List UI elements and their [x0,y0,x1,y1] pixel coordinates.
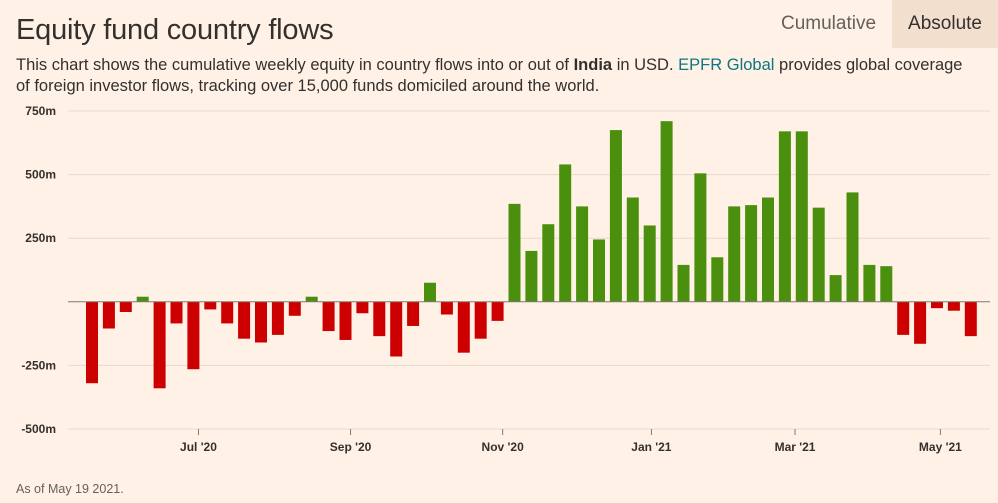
bar [660,121,673,302]
bar [609,130,622,302]
x-tick-label: Mar '21 [775,440,816,454]
bar [863,264,876,302]
bar [846,192,859,302]
bar [593,239,605,302]
bar [204,301,217,310]
chart-title: Equity fund country flows [16,14,334,46]
bar [829,275,842,302]
bar [424,282,436,302]
bar [457,301,470,353]
cumulative-button[interactable]: Cumulative [781,13,877,34]
y-tick-label: -500m [21,422,56,436]
subtitle-text-after: provides global coverage of foreign inve… [16,56,963,95]
bar [745,205,758,302]
bar [491,301,504,321]
y-tick-label: 250m [25,231,56,245]
source-link[interactable]: EPFR Global [678,56,775,74]
footnote: As of May 19 2021. [16,482,124,496]
bar [356,301,369,314]
bar [339,301,352,340]
subtitle-text-before: This chart shows the cumulative weekly e… [16,56,574,74]
bar [576,206,589,302]
bar [795,131,808,302]
bar [288,301,301,316]
bar [136,296,149,302]
bar [322,301,335,332]
y-tick-label: -250m [21,358,56,372]
bar [407,301,420,326]
bar [221,301,234,324]
bar [508,203,521,302]
bar [897,301,910,335]
bar [238,301,251,339]
x-tick-label: Jan '21 [631,440,672,454]
x-tick-label: May '21 [919,440,962,454]
bar-chart: 750m 500m 250m -250m -500m Jul '20 Sep '20 Nov … [21,104,990,454]
bar [931,301,943,309]
bar [305,296,318,302]
bar [271,301,284,335]
bar [728,206,741,302]
bar [86,301,98,384]
bar [914,301,927,344]
y-tick-label: 750m [25,104,56,118]
y-tick-label: 500m [25,168,56,182]
bar [880,266,893,302]
bar [559,164,572,302]
subtitle-text-middle: in USD. [612,56,679,74]
subtitle-country: India [573,56,613,74]
x-tick-label: Nov '20 [482,440,525,454]
bar [812,207,825,302]
bar [170,301,183,324]
x-tick-label: Sep '20 [330,440,372,454]
bar [440,301,453,315]
bar [187,301,200,370]
bar [694,173,707,302]
bar [542,224,555,302]
bar [947,301,960,311]
bar [373,301,386,337]
bar [153,301,166,389]
bar [778,131,791,302]
bar [762,197,774,302]
bar [677,264,690,302]
bar [626,197,639,302]
bar [711,257,724,302]
bar [119,301,132,312]
bar [474,301,487,339]
bar [643,225,656,302]
bar [390,301,403,357]
view-toggle: Cumulative Absolute [765,0,998,48]
absolute-button[interactable]: Absolute [892,0,998,48]
bar [525,250,538,302]
bar [964,301,977,337]
chart-subtitle: This chart shows the cumulative weekly e… [16,55,976,97]
bar [102,301,115,329]
x-tick-label: Jul '20 [180,440,217,454]
bar [255,301,267,343]
